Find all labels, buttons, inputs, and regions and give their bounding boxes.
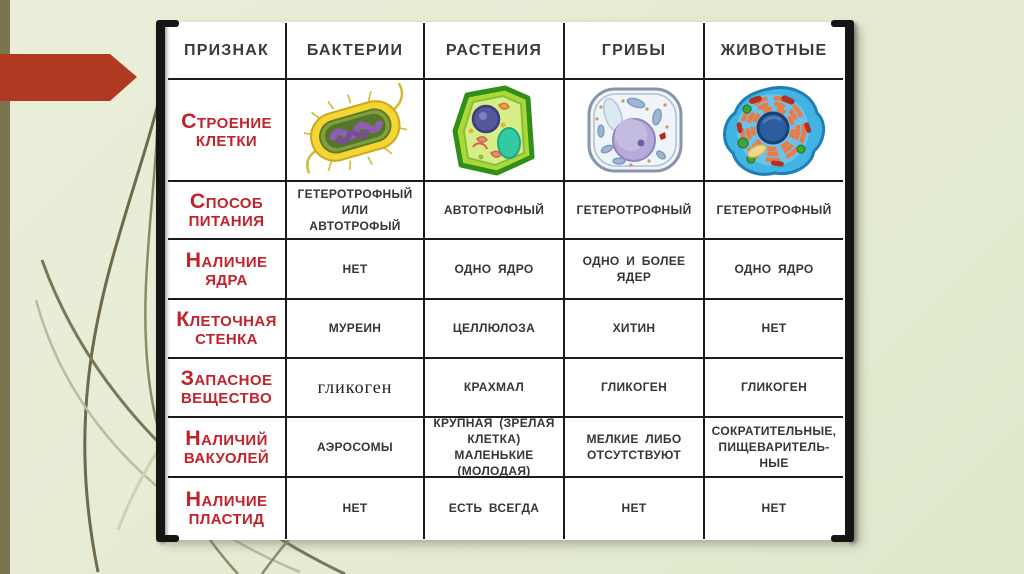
table-cell: НЕТ xyxy=(705,478,843,539)
table-cell: МУРЕИН xyxy=(287,300,425,359)
header-plants: РАСТЕНИЯ xyxy=(425,23,565,80)
table-cell: ГЛИКОГЕН xyxy=(565,359,705,418)
table-cell: ОДНО ЯДРО xyxy=(705,240,843,300)
table-cell: КРАХМАЛ xyxy=(425,359,565,418)
table-cell: НЕТ xyxy=(287,478,425,539)
comparison-table-panel: ПРИЗНАК БАКТЕРИИ РАСТЕНИЯ ГРИБЫ ЖИВОТНЫЕ… xyxy=(156,20,854,542)
table-cell: АЭРОСОМЫ xyxy=(287,418,425,478)
red-arrow-decoration xyxy=(0,54,137,101)
table-cell: ХИТИН xyxy=(565,300,705,359)
header-fungi: ГРИБЫ xyxy=(565,23,705,80)
feature-vacuoles-presence: Наличий вакуолей xyxy=(168,418,287,478)
table-cell: НЕТ xyxy=(287,240,425,300)
feature-plastids-presence: Наличие пластид xyxy=(168,478,287,539)
table-cell: КРУПНАЯ (ЗРЕЛАЯ КЛЕТКА) МАЛЕНЬКИЕ (МОЛОД… xyxy=(425,418,565,478)
table-cell xyxy=(565,80,705,182)
table-cell: ГЛИКОГЕН xyxy=(705,359,843,418)
plant-cell-image xyxy=(452,85,535,176)
table-cell xyxy=(287,80,425,182)
fungus-cell-image xyxy=(587,87,683,173)
left-bracket-decoration xyxy=(156,20,179,542)
table-cell: НЕТ xyxy=(705,300,843,359)
table-cell: ЦЕЛЛЮЛОЗА xyxy=(425,300,565,359)
table-cell: ОДНО ЯДРО xyxy=(425,240,565,300)
feature-cell-wall: Клеточная стенка xyxy=(168,300,287,359)
feature-cell-structure: Строение клетки xyxy=(168,80,287,182)
table-cell xyxy=(425,80,565,182)
left-accent-strip xyxy=(0,0,10,574)
table-cell: ГЕТЕРОТРОФНЫЙ xyxy=(705,182,843,240)
feature-nucleus-presence: Наличие ядра xyxy=(168,240,287,300)
table-cell: АВТОТРОФНЫЙ xyxy=(425,182,565,240)
comparison-table: ПРИЗНАК БАКТЕРИИ РАСТЕНИЯ ГРИБЫ ЖИВОТНЫЕ… xyxy=(168,23,843,539)
table-cell: СОКРАТИТЕЛЬНЫЕ, ПИЩЕВАРИТЕЛЬ- НЫЕ xyxy=(705,418,843,478)
table-cell: ЕСТЬ ВСЕГДА xyxy=(425,478,565,539)
table-cell: ГЕТЕРОТРОФНЫЙ xyxy=(565,182,705,240)
table-cell: НЕТ xyxy=(565,478,705,539)
header-animals: ЖИВОТНЫЕ xyxy=(705,23,843,80)
table-cell xyxy=(705,80,843,182)
table-cell: МЕЛКИЕ ЛИБО ОТСУТСТВУЮТ xyxy=(565,418,705,478)
bacteria-cell-image xyxy=(303,83,408,174)
header-priznak: ПРИЗНАК xyxy=(168,23,287,80)
header-bacteria: БАКТЕРИИ xyxy=(287,23,425,80)
feature-nutrition-mode: Способ питания xyxy=(168,182,287,240)
table-cell: ОДНО И БОЛЕЕ ЯДЕР xyxy=(565,240,705,300)
table-cell: ГЕТЕРОТРОФНЫЙ ИЛИ АВТОТРОФЫЙ xyxy=(287,182,425,240)
table-cell: гликоген xyxy=(287,359,425,418)
feature-storage-substance: Запасное вещество xyxy=(168,359,287,418)
animal-cell-image xyxy=(723,86,826,176)
right-bracket-decoration xyxy=(831,20,854,542)
